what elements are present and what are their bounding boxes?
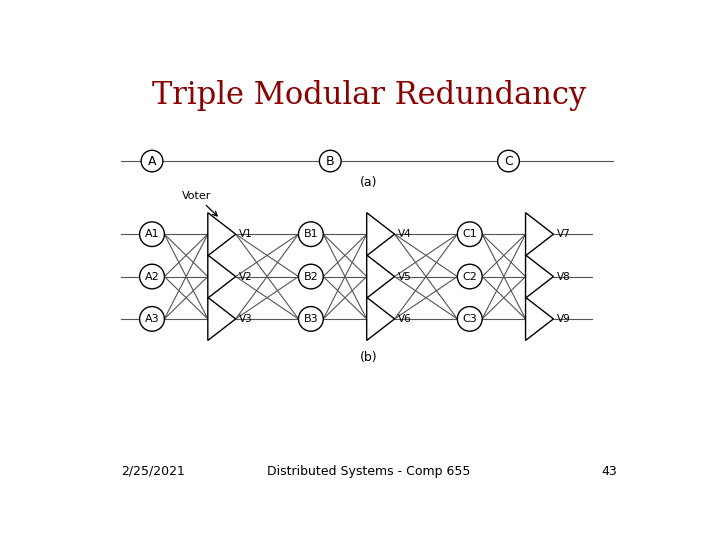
Text: A2: A2 <box>145 272 159 281</box>
Text: C1: C1 <box>462 229 477 239</box>
Text: A3: A3 <box>145 314 159 324</box>
Polygon shape <box>208 255 235 298</box>
Circle shape <box>141 150 163 172</box>
Text: V2: V2 <box>239 272 253 281</box>
Polygon shape <box>366 298 395 340</box>
Text: (b): (b) <box>360 351 378 364</box>
Text: C2: C2 <box>462 272 477 281</box>
Circle shape <box>140 222 164 247</box>
Text: C3: C3 <box>462 314 477 324</box>
Text: V4: V4 <box>397 229 411 239</box>
Polygon shape <box>366 213 395 256</box>
Text: V8: V8 <box>557 272 570 281</box>
Circle shape <box>299 307 323 331</box>
Text: B3: B3 <box>304 314 318 324</box>
Circle shape <box>140 264 164 289</box>
Circle shape <box>498 150 519 172</box>
Text: 43: 43 <box>601 465 617 478</box>
Text: A: A <box>148 154 156 167</box>
Polygon shape <box>208 213 235 256</box>
Circle shape <box>299 222 323 247</box>
Text: A1: A1 <box>145 229 159 239</box>
Circle shape <box>299 264 323 289</box>
Circle shape <box>320 150 341 172</box>
Text: Distributed Systems - Comp 655: Distributed Systems - Comp 655 <box>267 465 471 478</box>
Text: (a): (a) <box>360 176 378 189</box>
Text: V7: V7 <box>557 229 570 239</box>
Text: Voter: Voter <box>181 191 217 216</box>
Polygon shape <box>526 255 554 298</box>
Polygon shape <box>366 255 395 298</box>
Text: V9: V9 <box>557 314 570 324</box>
Circle shape <box>140 307 164 331</box>
Text: V3: V3 <box>239 314 253 324</box>
Text: V6: V6 <box>397 314 411 324</box>
Text: 2/25/2021: 2/25/2021 <box>121 465 185 478</box>
Polygon shape <box>526 213 554 256</box>
Text: V5: V5 <box>397 272 411 281</box>
Circle shape <box>457 222 482 247</box>
Polygon shape <box>526 298 554 340</box>
Polygon shape <box>208 298 235 340</box>
Text: B: B <box>326 154 335 167</box>
Text: B2: B2 <box>304 272 318 281</box>
Text: C: C <box>504 154 513 167</box>
Circle shape <box>457 307 482 331</box>
Text: B1: B1 <box>304 229 318 239</box>
Text: Triple Modular Redundancy: Triple Modular Redundancy <box>152 80 586 111</box>
Text: V1: V1 <box>239 229 253 239</box>
Circle shape <box>457 264 482 289</box>
